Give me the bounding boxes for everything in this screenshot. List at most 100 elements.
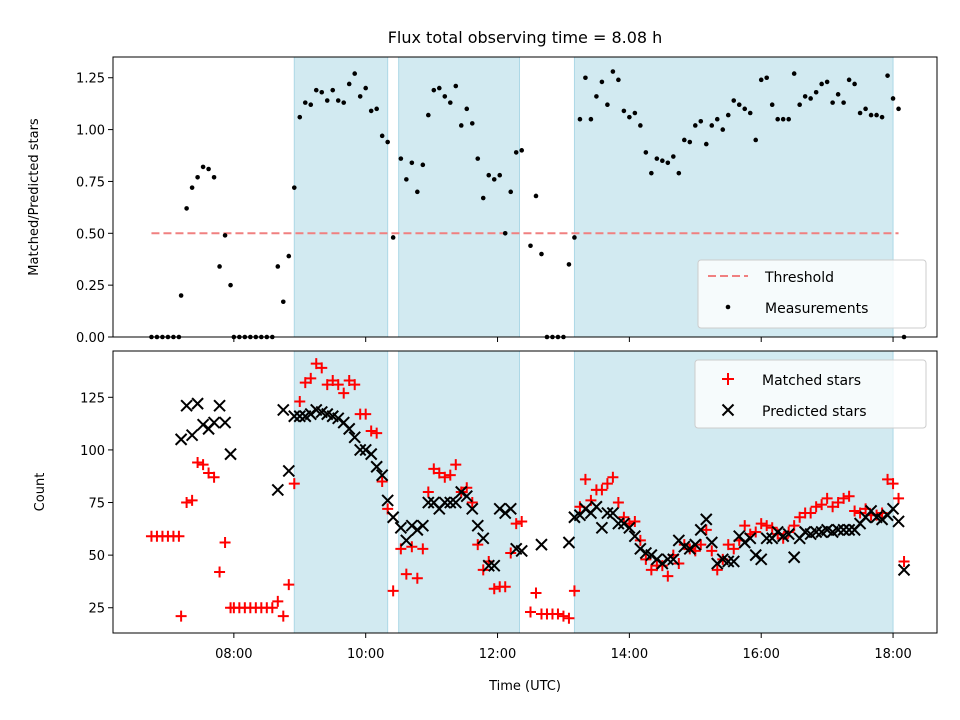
matched-star-point <box>596 484 608 496</box>
matched-star-point <box>349 379 361 391</box>
predicted-star-point <box>213 399 226 412</box>
predicted-star-point <box>375 468 389 482</box>
measurement-point <box>753 137 759 143</box>
matched-star-point <box>376 475 388 487</box>
count-xtick-label: 12:00 <box>479 647 516 662</box>
measurement-point <box>599 79 605 85</box>
matched-star-point <box>400 568 412 580</box>
count-ylabel: Count <box>33 473 48 512</box>
predicted-star-point <box>760 532 773 545</box>
measurement-point <box>286 253 292 259</box>
count-ytick-label: 25 <box>88 602 105 617</box>
ratio-ytick-label: 0.75 <box>76 175 105 190</box>
predicted-star-point <box>689 538 702 551</box>
matched-star-point <box>816 499 828 511</box>
measurement-point <box>747 110 753 116</box>
matched-star-point <box>316 362 328 374</box>
matched-star-point <box>557 610 569 622</box>
measurement-point <box>437 85 442 91</box>
count-ytick-label: 100 <box>80 444 105 459</box>
predicted-star-point <box>353 443 367 457</box>
measurement-point <box>184 206 189 211</box>
ratio-ytick-label: 0.00 <box>76 331 105 346</box>
measurement-point <box>616 77 621 83</box>
measurement-point <box>731 98 737 103</box>
measurement-point <box>363 85 368 91</box>
measurement-point <box>649 170 654 176</box>
measurement-point <box>291 185 297 190</box>
matched-star-point <box>283 579 295 591</box>
measurement-point <box>627 114 632 120</box>
count-legend: Matched stars Predicted stars <box>694 359 927 429</box>
measurement-point <box>491 177 497 182</box>
predicted-star-point <box>744 532 757 545</box>
measurement-point <box>539 251 544 257</box>
measurement-point <box>896 106 901 112</box>
measurement-point <box>720 127 726 132</box>
measurement-point <box>519 148 525 153</box>
measurement-point <box>742 106 748 112</box>
predicted-star-point <box>700 513 713 526</box>
matched-star-point <box>838 492 850 504</box>
measurement-point <box>566 262 572 267</box>
ratio-ytick-label: 1.25 <box>76 72 105 87</box>
measurement-point <box>330 87 336 93</box>
measurement-point <box>682 137 687 143</box>
predicted-star-point <box>293 410 306 423</box>
measurement-point <box>830 100 835 105</box>
legend-predicted-label: Predicted stars <box>762 404 867 420</box>
matched-star-point <box>365 425 377 437</box>
matched-star-point <box>695 539 707 551</box>
measurement-point <box>409 160 415 166</box>
measurement-point <box>610 69 616 74</box>
count-panel-frame <box>112 350 938 634</box>
matched-star-point <box>568 585 580 597</box>
measurement-point <box>638 123 643 128</box>
measurement-point <box>857 110 863 116</box>
measurement-point <box>813 89 819 95</box>
matched-star-point <box>843 490 855 502</box>
measurement-point <box>775 116 780 122</box>
measurement-point <box>786 116 791 122</box>
measurement-point <box>874 112 879 118</box>
matched-star-point <box>277 610 289 622</box>
measurement-point <box>841 100 846 105</box>
count-xtick-label: 18:00 <box>874 647 911 662</box>
matched-star-point <box>887 478 899 490</box>
matched-star-point <box>893 492 905 504</box>
ratio-series <box>149 69 907 340</box>
measurement-point <box>758 77 764 83</box>
matched-star-point <box>450 459 462 471</box>
ratio-y-axis: 0.00 0.25 0.50 0.75 1.00 1.25 <box>76 72 113 346</box>
measurement-point <box>714 116 720 122</box>
matched-star-point <box>387 585 399 597</box>
predicted-star-point <box>218 416 232 429</box>
measurement-point <box>577 116 583 122</box>
measurement-point <box>769 102 775 108</box>
ratio-ylabel: Matched/Predicted stars <box>27 118 42 276</box>
measurement-point <box>852 81 857 87</box>
measurement-point <box>357 94 363 99</box>
measurement-point <box>654 156 660 161</box>
measurement-point <box>217 264 222 269</box>
predicted-star-point <box>601 506 614 520</box>
predicted-star-point <box>477 532 490 545</box>
matched-star-point <box>524 606 536 618</box>
measurement-point <box>398 156 404 161</box>
matched-star-point <box>371 427 383 439</box>
matched-star-point <box>563 612 575 624</box>
predicted-star-point <box>438 496 452 509</box>
matched-star-point <box>305 372 317 384</box>
matched-star-point <box>411 572 423 584</box>
matched-star-point <box>618 511 630 523</box>
matched-star-point <box>579 473 591 485</box>
measurement-point <box>687 139 693 145</box>
predicted-star-point <box>400 534 413 547</box>
matched-star-point <box>629 515 641 527</box>
ratio-ytick-label: 0.50 <box>76 227 105 242</box>
measurement-point <box>297 114 303 120</box>
legend-matched-label: Matched stars <box>762 373 861 389</box>
predicted-star-point <box>471 519 484 532</box>
predicted-star-point <box>381 494 394 507</box>
